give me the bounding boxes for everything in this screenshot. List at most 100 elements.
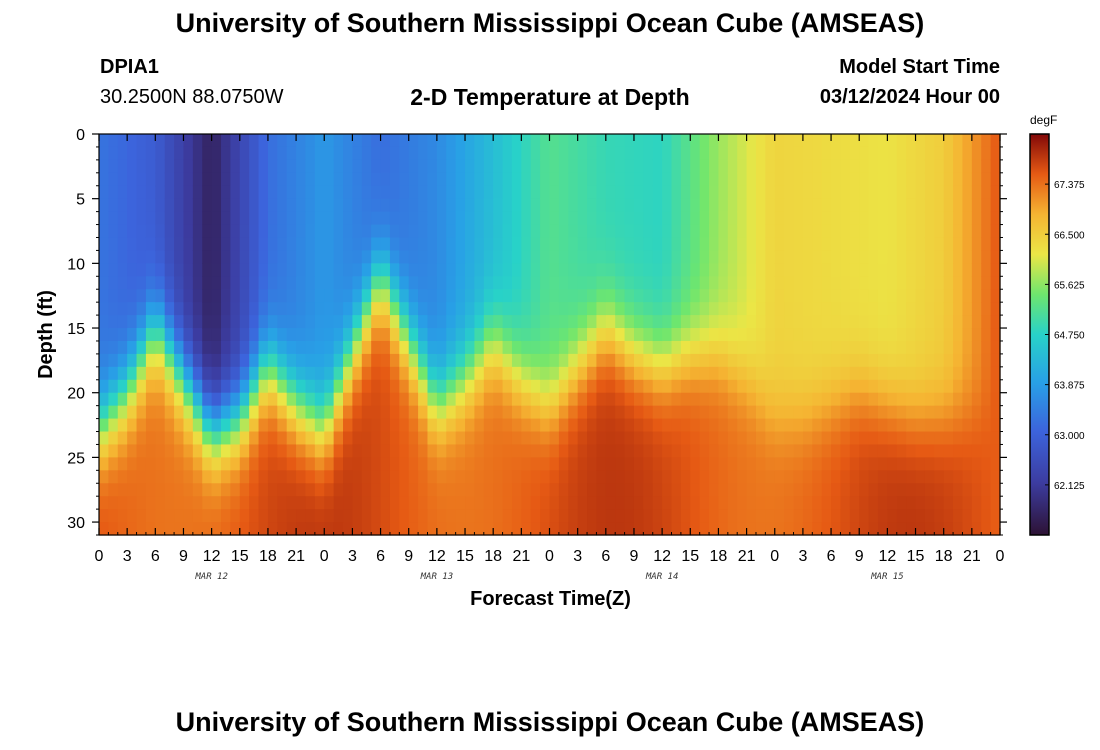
heatmap-cell (596, 328, 607, 342)
heatmap-cell (465, 134, 476, 148)
heatmap-cell (324, 431, 335, 446)
heatmap-cell (624, 431, 635, 446)
heatmap-cell (380, 457, 391, 471)
heatmap-cell (549, 379, 560, 394)
heatmap-cell (483, 146, 494, 161)
heatmap-cell (615, 328, 626, 342)
heatmap-cell (971, 159, 982, 174)
heatmap-cell (615, 134, 626, 148)
heatmap-cell (568, 211, 579, 226)
heatmap-cell (511, 146, 522, 161)
heatmap-cell (221, 509, 231, 523)
heatmap-cell (877, 198, 888, 213)
heatmap-cell (192, 392, 203, 407)
heatmap-cell (314, 470, 325, 484)
heatmap-cell (774, 431, 785, 446)
x-day-label: MAR 13 (420, 572, 454, 582)
heatmap-cell (840, 263, 851, 277)
heatmap-cell (380, 483, 391, 497)
heatmap-cell (605, 405, 616, 420)
heatmap-cell (962, 379, 973, 394)
heatmap-cell (361, 470, 372, 484)
heatmap-cell (249, 302, 260, 316)
heatmap-cell (164, 353, 175, 368)
heatmap-cell (427, 340, 438, 355)
heatmap-cell (746, 509, 757, 523)
heatmap-cell (127, 483, 138, 497)
heatmap-cell (624, 172, 635, 187)
heatmap-cell (427, 250, 438, 264)
heatmap-cell (605, 366, 616, 381)
heatmap-cell (877, 134, 888, 148)
heatmap-cell (305, 250, 316, 264)
heatmap-cell (671, 263, 682, 277)
heatmap-cell (418, 418, 429, 433)
heatmap-cell (840, 379, 851, 394)
heatmap-cell (755, 302, 766, 316)
heatmap-cell (915, 146, 926, 161)
heatmap-cell (455, 509, 466, 523)
heatmap-cell (117, 379, 128, 394)
heatmap-cell (305, 483, 316, 497)
heatmap-cell (436, 263, 447, 277)
heatmap-cell (821, 457, 832, 471)
heatmap-cell (540, 185, 551, 200)
heatmap-cell (821, 302, 832, 316)
x-tick-label: 18 (259, 548, 277, 565)
heatmap-cell (587, 289, 598, 303)
heatmap-cell (877, 470, 888, 484)
heatmap-cell (652, 340, 663, 355)
heatmap-cell (427, 470, 438, 484)
heatmap-cell (633, 237, 644, 252)
heatmap-cell (755, 237, 766, 252)
heatmap-cell (333, 522, 344, 536)
heatmap-cell (746, 340, 757, 355)
heatmap-cell (117, 353, 128, 368)
heatmap-cell (380, 159, 391, 174)
heatmap-cell (493, 198, 504, 213)
heatmap-cell (446, 366, 457, 381)
heatmap-cell (727, 418, 738, 433)
heatmap-cell (371, 444, 382, 458)
heatmap-cell (896, 483, 907, 497)
heatmap-cell (774, 444, 785, 458)
heatmap-cell (455, 405, 466, 420)
heatmap-cell (577, 328, 588, 342)
heatmap-cell (455, 134, 466, 148)
heatmap-cell (333, 392, 344, 407)
heatmap-cell (99, 276, 109, 290)
heatmap-cell (314, 431, 325, 446)
heatmap-cell (230, 172, 241, 187)
heatmap-cell (709, 353, 720, 368)
heatmap-cell (615, 444, 626, 458)
heatmap-cell (821, 522, 832, 536)
heatmap-cell (155, 237, 166, 252)
heatmap-cell (465, 392, 476, 407)
heatmap-cell (718, 250, 729, 264)
heatmap-cell (211, 237, 222, 252)
heatmap-cell (699, 353, 710, 368)
heatmap-cell (239, 444, 250, 458)
heatmap-cell (221, 172, 231, 187)
heatmap-cell (314, 340, 325, 355)
heatmap-cell (343, 483, 354, 497)
heatmap-cell (671, 185, 682, 200)
heatmap-cell (577, 263, 588, 277)
heatmap-cell (202, 146, 213, 161)
heatmap-cell (530, 250, 541, 264)
heatmap-cell (155, 315, 166, 329)
heatmap-cell (549, 315, 560, 329)
heatmap-cell (971, 250, 982, 264)
model-start-date: 03/12/2024 Hour 00 (819, 86, 1000, 108)
heatmap-cell (483, 366, 494, 381)
heatmap-cell (802, 237, 813, 252)
heatmap-cell (155, 379, 166, 394)
heatmap-cell (389, 392, 400, 407)
heatmap-cell (380, 405, 391, 420)
heatmap-cell (793, 224, 804, 239)
heatmap-cell (436, 509, 447, 523)
heatmap-cell (981, 289, 992, 303)
heatmap-cell (934, 405, 945, 420)
heatmap-cell (727, 276, 738, 290)
